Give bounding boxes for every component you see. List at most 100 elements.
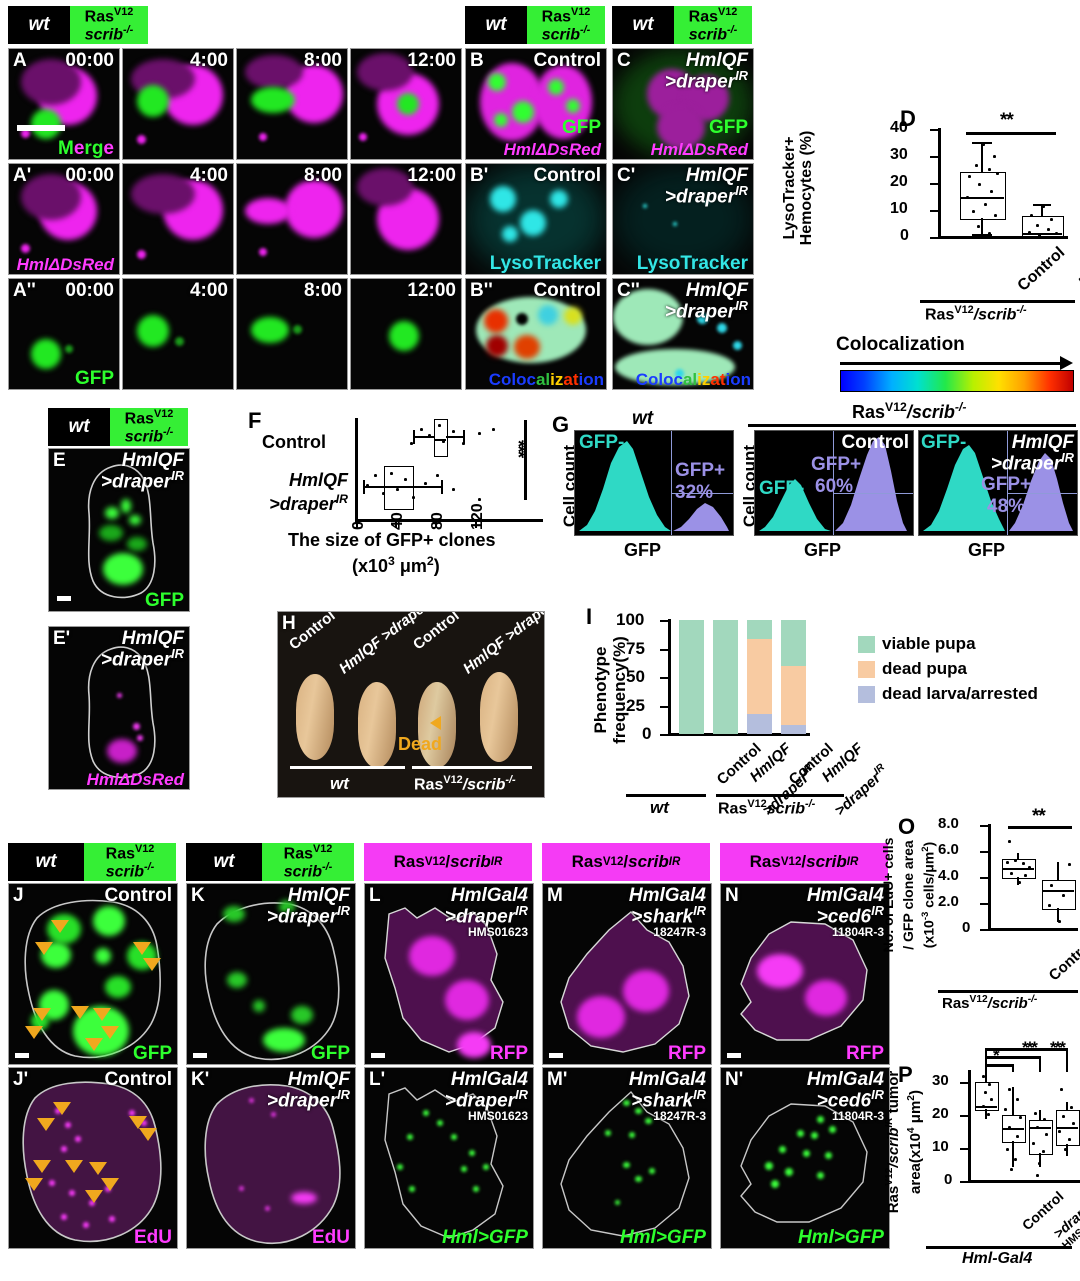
- h-wt-label: wt: [330, 774, 349, 793]
- panel-lp-letter: L': [369, 1069, 386, 1090]
- panel-f-letter: F: [248, 408, 262, 433]
- genotype-ras-label-b: RasV12 scrib-/-: [527, 6, 605, 44]
- i-ytick-0: 0: [642, 724, 652, 743]
- panel-a-channel: Merge: [58, 138, 114, 159]
- f-xlabel-2: (x103 μm2): [352, 554, 440, 576]
- panel-np-condition: HmlGal4 >ced6IR 11804R-3: [806, 1069, 884, 1124]
- g-head-ras: RasV12/scrib-/-: [852, 400, 967, 422]
- genotype-ras-label-j: RasV12 scrib-/-: [84, 843, 176, 881]
- o-median-draper: [1042, 890, 1074, 892]
- flow-wt-pct: 32%: [675, 482, 714, 503]
- panel-a-letter: A: [13, 50, 27, 71]
- genotype-wt-label-k: wt: [186, 843, 262, 881]
- panel-e-prime: E' HmlQF >draperIR HmlΔDsRed: [48, 626, 190, 790]
- flow-draper-pos: GFP+: [981, 474, 1032, 495]
- panel-l: L HmlGal4 >draperIR HMS01623 RFP: [364, 883, 534, 1065]
- panel-ep-disc-outline: [87, 646, 156, 779]
- i-ytick-4: 100: [616, 610, 645, 629]
- panel-mp-ch: Hml>GFP: [619, 1227, 706, 1248]
- panel-lp-condition: HmlGal4 >draperIR HMS01623: [444, 1069, 528, 1124]
- panel-n-ch: RFP: [846, 1043, 884, 1064]
- i-ytick-3: 75: [626, 639, 645, 658]
- flow-wt-neg: GFP-: [579, 432, 625, 453]
- panel-jp-letter: J': [13, 1069, 29, 1090]
- panel-mp-letter: M': [547, 1069, 568, 1090]
- o-sig-bar: [1008, 826, 1072, 829]
- o-ytick-2: 4.0: [938, 867, 959, 884]
- panel-bp-ch: LysoTracker: [489, 253, 601, 274]
- panel-e-condition: HmlQF >draperIR: [100, 450, 184, 493]
- o-ytick-3: 6.0: [938, 841, 959, 858]
- genotype-bar-n: Ras V12/scrib IR: [720, 843, 888, 881]
- d-sig-bar: [966, 132, 1056, 135]
- panel-mp-outline: [560, 1090, 690, 1237]
- genotype-ras-scrib-label: RasV12 scrib-/-: [70, 6, 148, 44]
- panel-i-x-axis: [668, 733, 810, 736]
- panel-jp-ch: EdU: [134, 1227, 172, 1248]
- panel-jp-condition: Control: [104, 1069, 172, 1090]
- panel-ap-time-2: 4:00: [189, 165, 228, 186]
- p-ylabel-2: area(x104 μm2): [906, 1090, 924, 1194]
- panel-o-x-axis: [988, 928, 1078, 931]
- panel-ep-condition: HmlQF >draperIR: [100, 628, 184, 671]
- panel-ad-time-3: 8:00: [303, 280, 342, 301]
- i-ras-label: RasV12scrib-/-: [718, 798, 816, 818]
- i-legend-swatch-viable: [858, 636, 875, 653]
- genotype-ras-label-e: RasV12 scrib-/-: [110, 408, 188, 446]
- panel-ad-time: 00:00: [65, 280, 114, 301]
- p-box-shark: [1029, 1120, 1053, 1155]
- panel-a-dprime-letter: A'': [13, 280, 36, 301]
- flow-ctrl-pos: GFP+: [811, 454, 862, 475]
- panel-a-dprime-t0: A'' 00:00 GFP: [8, 278, 120, 390]
- panel-a-dprime-t3: 12:00: [350, 278, 462, 390]
- panel-a-dprime-t1: 4:00: [122, 278, 234, 390]
- panel-c-letter: C: [617, 50, 631, 71]
- panel-n-prime: N' HmlGal4 >ced6IR 11804R-3 Hml>GFP: [720, 1067, 890, 1249]
- panel-a-t3: 12:00: [350, 48, 462, 160]
- i-legend-swatch-deadlarva: [858, 686, 875, 703]
- d-ytick-1: 10: [890, 200, 908, 217]
- i-bar3-deadlarva: [747, 714, 772, 734]
- panel-a-t2: 8:00: [236, 48, 348, 160]
- panel-a-prime-t0: A' 00:00 HmlΔDsRed: [8, 163, 120, 275]
- h-label-4: HmlQF >draper: [460, 611, 545, 678]
- panel-k-ch: GFP: [310, 1043, 350, 1064]
- panel-np-outline: [740, 1103, 868, 1223]
- panel-l-ch: RFP: [490, 1043, 528, 1064]
- panel-cp-ch: LysoTracker: [636, 253, 748, 274]
- panel-b-condition: Control: [533, 50, 601, 71]
- panel-kp-letter: K': [191, 1069, 210, 1090]
- panel-l-prime: L' HmlGal4 >draperIR HMS01623 Hml>GFP: [364, 1067, 534, 1249]
- panel-j: J Control GFP: [8, 883, 178, 1065]
- flow-wt-pos: GFP+: [675, 460, 726, 481]
- panel-m-condition: HmlGal4 >sharkIR 18247R-3: [628, 885, 706, 940]
- panel-np-letter: N': [725, 1069, 744, 1090]
- panel-b-dprime: B'' Control Colocalization: [465, 278, 607, 390]
- i-bar2-viable: [713, 620, 738, 734]
- f-cat-hmlqf: HmlQF: [288, 470, 348, 490]
- d-ytick-3: 30: [890, 146, 908, 163]
- genotype-bar-l: Ras V12/scrib IR: [364, 843, 532, 881]
- panel-ap-time-3: 8:00: [303, 165, 342, 186]
- genotype-bar-k: wt RasV12 scrib-/-: [186, 843, 354, 881]
- panel-l-letter: L: [369, 885, 381, 906]
- d-ytick-4: 40: [890, 119, 908, 136]
- panel-d-x-axis: [938, 236, 1068, 239]
- panel-c-condition: HmlQF >draperIR: [664, 50, 748, 93]
- colocalization-arrow-tip: [1060, 356, 1073, 370]
- o-median-control: [1002, 868, 1034, 870]
- g-head-ras-bar: [748, 424, 1076, 427]
- panel-a-time-2: 4:00: [189, 50, 228, 71]
- panel-ad-channel: GFP: [74, 368, 114, 389]
- panel-ep-letter: E': [53, 628, 71, 649]
- d-ytick-2: 20: [890, 173, 908, 190]
- panel-p-x-axis: [968, 1180, 1080, 1183]
- panel-a-prime-t3: 12:00: [350, 163, 462, 275]
- ras-sup: V12: [114, 6, 134, 18]
- panel-m-letter: M: [547, 885, 563, 906]
- i-legend-viable: viable pupa: [882, 634, 976, 653]
- p-group-bar: [926, 1246, 1072, 1249]
- panel-c-prime: C' HmlQF >draperIR LysoTracker: [612, 163, 754, 275]
- d-ytick-0: 0: [900, 227, 909, 244]
- colocalization-colorbar: [840, 370, 1074, 392]
